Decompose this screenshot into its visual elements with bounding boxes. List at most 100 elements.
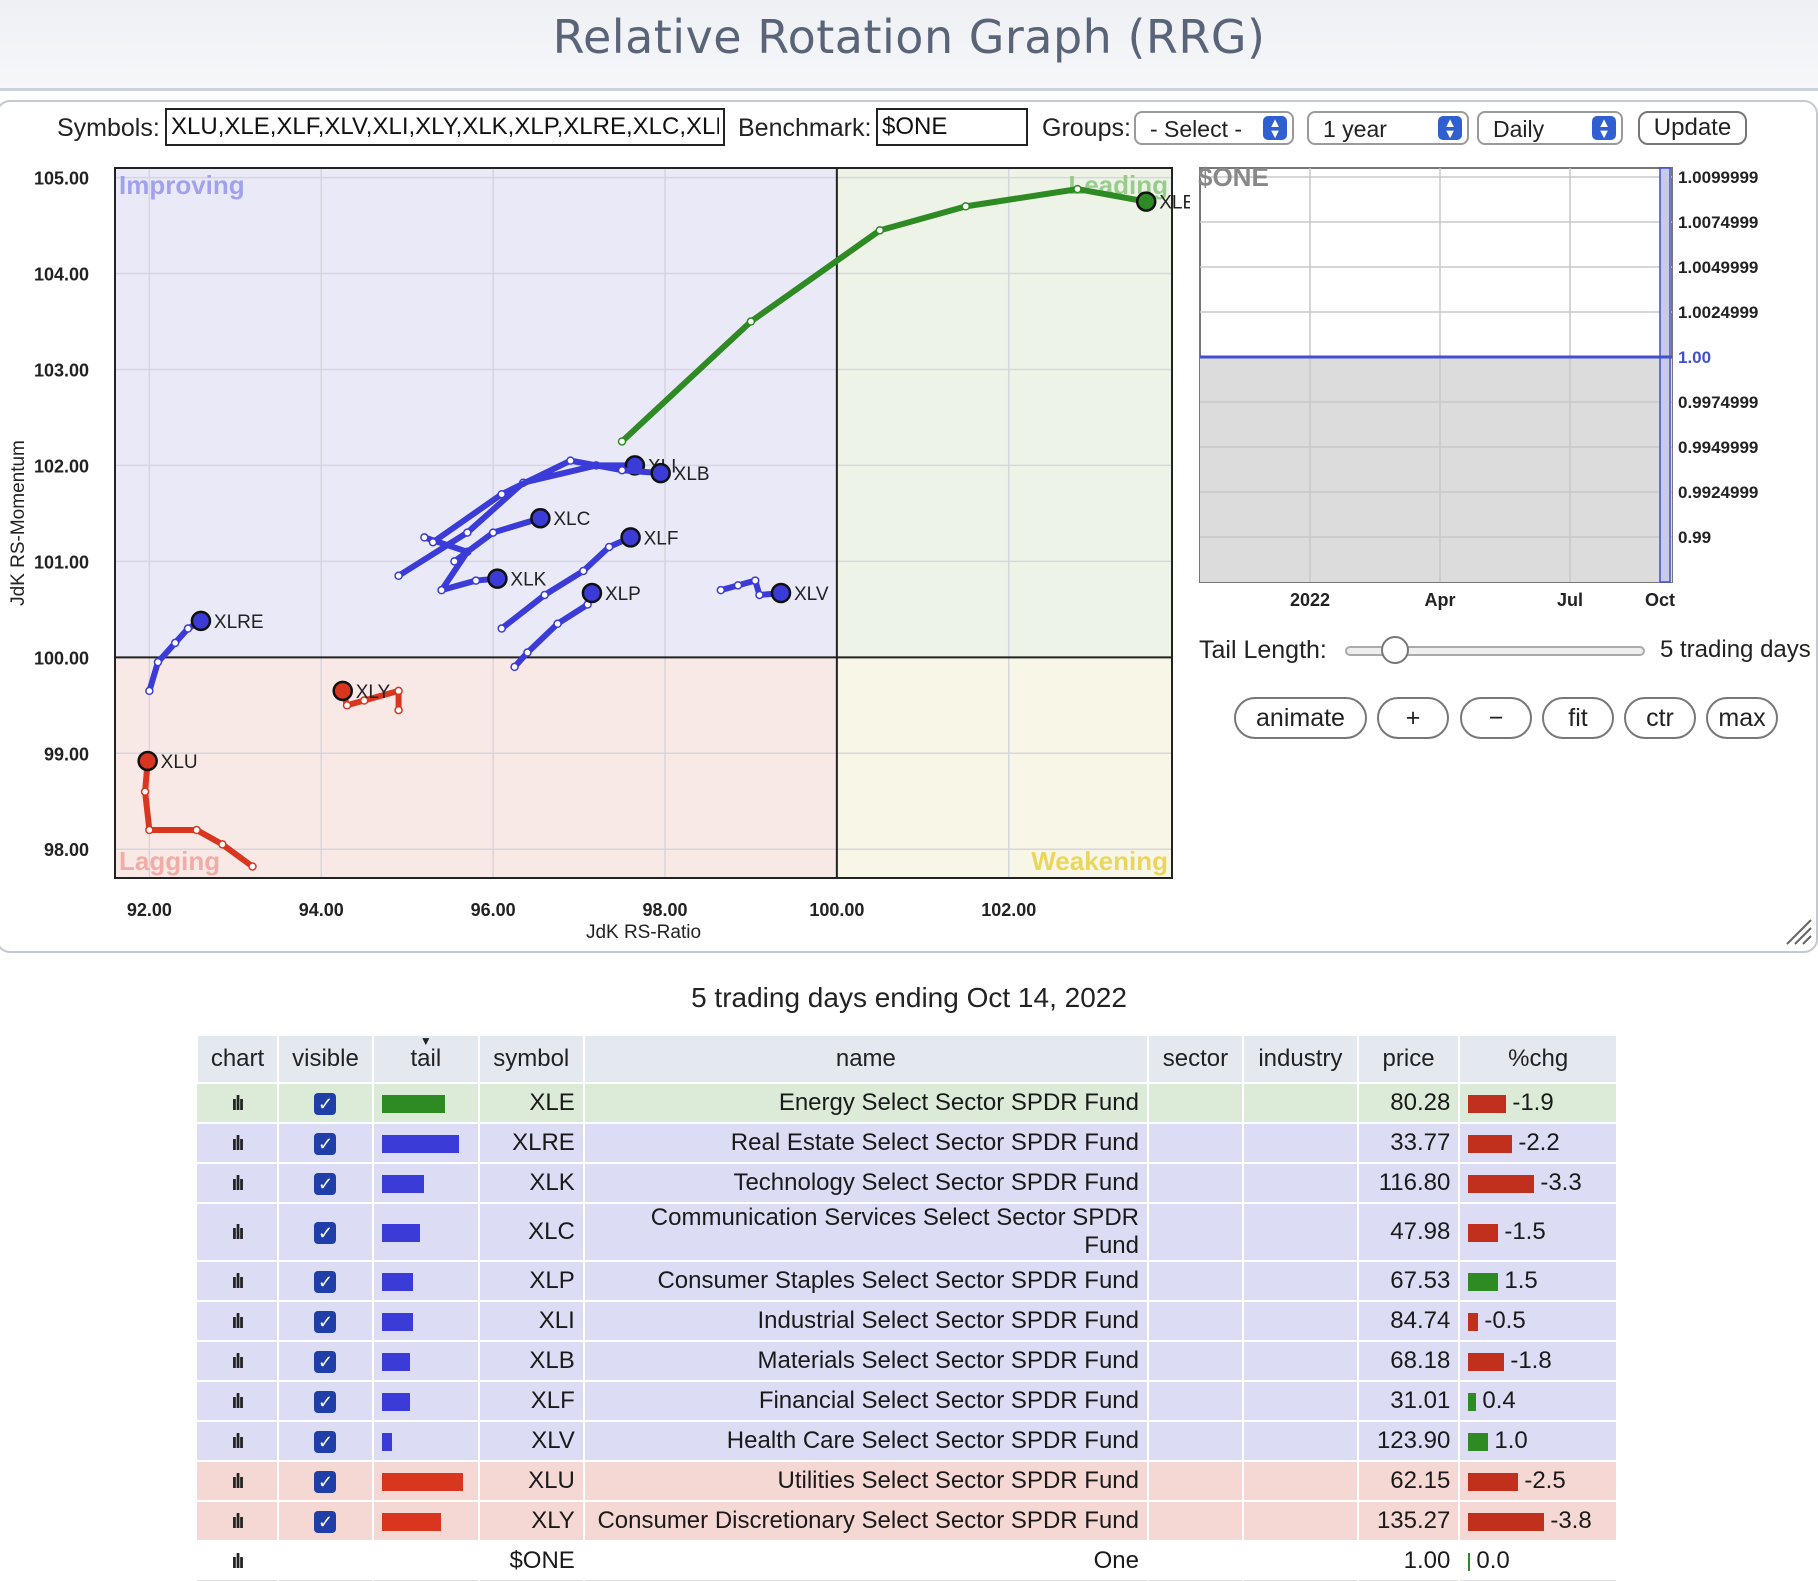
visible-cell[interactable]: ✓ — [278, 1501, 374, 1542]
symbols-input[interactable] — [165, 108, 725, 146]
frequency-select[interactable]: Daily ▲ ▼ — [1477, 111, 1623, 145]
candlestick-chart-icon[interactable]: ılı — [231, 1551, 245, 1573]
visible-cell[interactable]: ✓ — [278, 1381, 374, 1422]
visible-checkbox[interactable]: ✓ — [314, 1132, 337, 1155]
chart-cell[interactable]: ılı — [197, 1123, 279, 1164]
candlestick-chart-icon[interactable]: ılı — [231, 1471, 245, 1493]
chart-cell[interactable]: ılı — [197, 1301, 279, 1342]
visible-checkbox[interactable]: ✓ — [314, 1470, 337, 1493]
table-row[interactable]: ılı ✓ XLV Health Care Select Sector SPDR Fu… — [197, 1421, 1618, 1462]
visible-checkbox[interactable]: ✓ — [314, 1350, 337, 1373]
visible-checkbox[interactable]: ✓ — [314, 1092, 337, 1115]
chart-cell[interactable]: ılı — [197, 1541, 279, 1581]
visible-cell[interactable] — [278, 1541, 374, 1581]
slider-handle[interactable] — [1381, 636, 1409, 664]
col-tail[interactable]: ▼ tail — [371, 1034, 480, 1084]
candlestick-chart-icon[interactable]: ılı — [231, 1271, 245, 1293]
table-row[interactable]: ılı ✓ XLK Technology Select Sector SPDR Fun… — [197, 1163, 1618, 1204]
chart-cell[interactable]: ılı — [197, 1501, 279, 1542]
visible-cell[interactable]: ✓ — [278, 1421, 374, 1462]
table-row[interactable]: ılı ✓ XLE Energy Select Sector SPDR Fund 80.… — [197, 1083, 1618, 1124]
col-visible[interactable]: visible — [277, 1034, 374, 1084]
chart-cell[interactable]: ılı — [197, 1381, 279, 1422]
head-point[interactable] — [332, 680, 353, 702]
visible-checkbox[interactable]: ✓ — [314, 1221, 337, 1244]
table-row[interactable]: ılı ✓ XLU Utilities Select Sector SPDR Fund… — [197, 1461, 1618, 1502]
head-point[interactable] — [487, 568, 508, 589]
candlestick-chart-icon[interactable]: ılı — [231, 1391, 245, 1413]
table-row[interactable]: ılı ✓ XLP Consumer Staples Select Sector SP… — [197, 1261, 1618, 1302]
col-price[interactable]: price — [1356, 1034, 1461, 1084]
benchmark-input[interactable] — [876, 108, 1028, 146]
head-point[interactable] — [581, 582, 603, 604]
resize-handle-icon[interactable] — [1785, 918, 1813, 946]
visible-checkbox[interactable]: ✓ — [314, 1270, 337, 1293]
visible-cell[interactable]: ✓ — [278, 1461, 374, 1502]
table-row[interactable]: ılı ✓ XLRE Real Estate Select Sector SPDR F… — [197, 1123, 1618, 1164]
animate-button[interactable]: animate — [1234, 697, 1367, 739]
center-button[interactable]: ctr — [1624, 697, 1696, 739]
chart-cell[interactable]: ılı — [197, 1163, 279, 1204]
candlestick-chart-icon[interactable]: ılı — [231, 1431, 245, 1453]
tail-xle[interactable]: XLE — [617, 184, 1190, 446]
candlestick-chart-icon[interactable]: ılı — [231, 1173, 245, 1195]
candlestick-chart-icon[interactable]: ılı — [231, 1511, 245, 1533]
candlestick-chart-icon[interactable]: ılı — [231, 1311, 245, 1333]
table-row[interactable]: ılı ✓ XLC Communication Services Select Sec… — [197, 1203, 1618, 1262]
col-chart[interactable]: chart — [196, 1034, 279, 1084]
visible-cell[interactable]: ✓ — [278, 1083, 374, 1124]
chart-cell[interactable]: ılı — [197, 1341, 279, 1382]
visible-cell[interactable]: ✓ — [278, 1301, 374, 1342]
head-point[interactable] — [1135, 191, 1157, 212]
update-button[interactable]: Update — [1638, 111, 1747, 145]
head-point[interactable] — [530, 507, 551, 529]
visible-checkbox[interactable]: ✓ — [314, 1510, 337, 1533]
visible-checkbox[interactable]: ✓ — [314, 1390, 337, 1413]
tail-xly[interactable]: XLY — [332, 680, 403, 715]
visible-checkbox[interactable]: ✓ — [314, 1310, 337, 1333]
table-row[interactable]: ılı $ONE One 1.00 0.0 — [197, 1541, 1618, 1581]
col-name[interactable]: name — [582, 1034, 1149, 1084]
tail-xlv[interactable]: XLV — [716, 576, 829, 605]
groups-select[interactable]: - Select - ▲ ▼ — [1134, 111, 1294, 145]
tail-xlb[interactable]: XLB — [428, 456, 710, 547]
col-chg[interactable]: %chg — [1458, 1034, 1618, 1084]
head-point[interactable] — [137, 750, 158, 772]
head-point[interactable] — [650, 462, 671, 484]
zoom-in-button[interactable]: + — [1377, 697, 1449, 739]
tail-xlre[interactable]: XLRE — [145, 610, 264, 696]
chart-cell[interactable]: ılı — [197, 1461, 279, 1502]
head-point[interactable] — [190, 610, 212, 632]
chart-cell[interactable]: ılı — [197, 1083, 279, 1124]
head-point[interactable] — [620, 527, 641, 548]
candlestick-chart-icon[interactable]: ılı — [231, 1133, 245, 1155]
zoom-out-button[interactable]: − — [1460, 697, 1532, 739]
candlestick-chart-icon[interactable]: ılı — [231, 1351, 245, 1373]
max-button[interactable]: max — [1706, 697, 1778, 739]
col-sector[interactable]: sector — [1146, 1034, 1244, 1084]
chart-cell[interactable]: ılı — [197, 1203, 279, 1262]
col-industry[interactable]: industry — [1241, 1034, 1359, 1084]
visible-cell[interactable]: ✓ — [278, 1163, 374, 1204]
visible-cell[interactable]: ✓ — [278, 1203, 374, 1262]
col-symbol[interactable]: symbol — [477, 1034, 585, 1084]
chart-cell[interactable]: ılı — [197, 1261, 279, 1302]
visible-checkbox[interactable]: ✓ — [314, 1430, 337, 1453]
fit-button[interactable]: fit — [1542, 697, 1614, 739]
candlestick-chart-icon[interactable]: ılı — [231, 1222, 245, 1244]
visible-checkbox[interactable]: ✓ — [314, 1172, 337, 1195]
visible-cell[interactable]: ✓ — [278, 1341, 374, 1382]
table-row[interactable]: ılı ✓ XLY Consumer Discretionary Select Sec… — [197, 1501, 1618, 1542]
tail-xlc[interactable]: XLC — [450, 507, 590, 566]
tail-xlf[interactable]: XLF — [497, 527, 678, 633]
tail-xlp[interactable]: XLP — [510, 582, 641, 672]
period-select[interactable]: 1 year ▲ ▼ — [1307, 111, 1469, 145]
table-row[interactable]: ılı ✓ XLF Financial Select Sector SPDR Fund… — [197, 1381, 1618, 1422]
table-row[interactable]: ılı ✓ XLI Industrial Select Sector SPDR Fun… — [197, 1301, 1618, 1342]
chart-cell[interactable]: ılı — [197, 1421, 279, 1462]
tail-xlu[interactable]: XLU — [137, 750, 257, 871]
head-point[interactable] — [770, 582, 792, 604]
visible-cell[interactable]: ✓ — [278, 1261, 374, 1302]
candlestick-chart-icon[interactable]: ılı — [231, 1093, 245, 1115]
